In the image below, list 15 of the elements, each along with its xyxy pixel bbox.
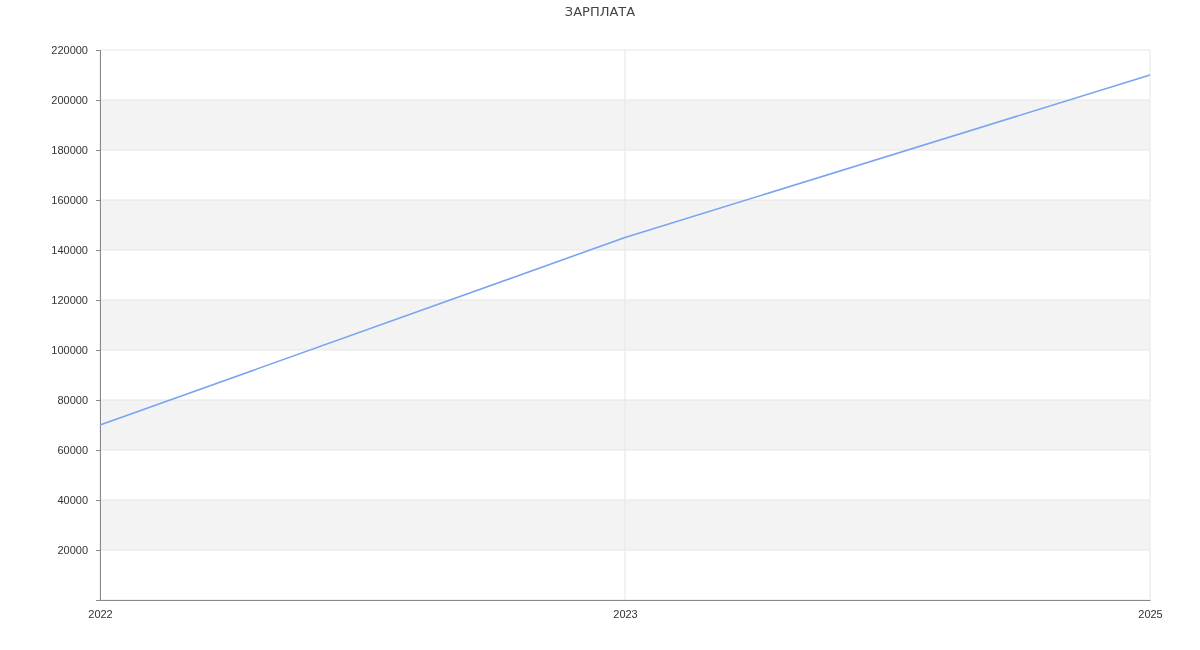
- x-tick-label: 2022: [88, 607, 113, 620]
- y-tick-label: 180000: [51, 144, 88, 157]
- y-tick-label: 160000: [51, 194, 88, 207]
- y-tick-label: 220000: [51, 44, 88, 57]
- y-tick-label: 140000: [51, 244, 88, 257]
- y-tick-label: 60000: [57, 444, 88, 457]
- y-tick-label: 80000: [57, 394, 88, 407]
- chart-title: ЗАРПЛАТА: [564, 4, 636, 19]
- x-tick-label: 2025: [1138, 607, 1163, 620]
- x-tick-label: 2023: [613, 607, 638, 620]
- y-tick-label: 40000: [57, 494, 88, 507]
- y-tick-label: 100000: [51, 344, 88, 357]
- y-tick-label: 120000: [51, 294, 88, 307]
- y-tick-label: 20000: [57, 544, 88, 557]
- y-tick-label: 200000: [51, 94, 88, 107]
